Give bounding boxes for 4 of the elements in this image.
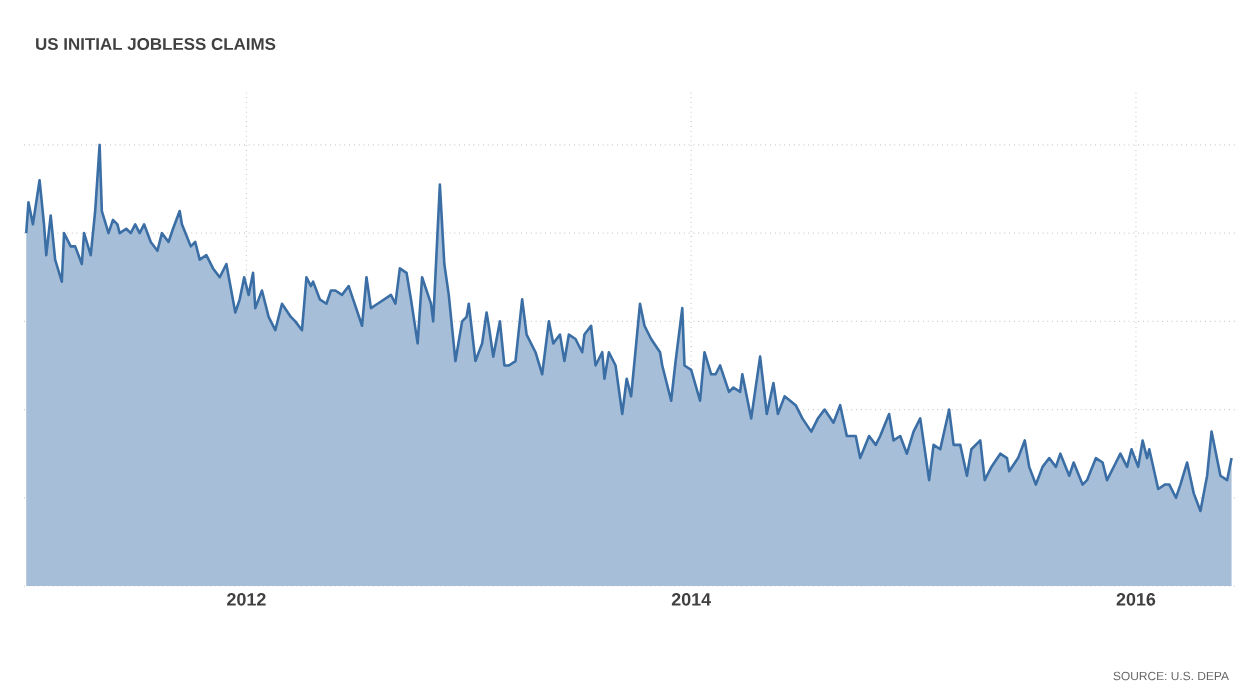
x-tick-label: 2014 — [671, 593, 712, 606]
x-tick-label: 2016 — [1116, 593, 1156, 606]
chart-title: US INITIAL JOBLESS CLAIMS — [36, 38, 276, 50]
x-tick-label: 2012 — [227, 593, 266, 606]
